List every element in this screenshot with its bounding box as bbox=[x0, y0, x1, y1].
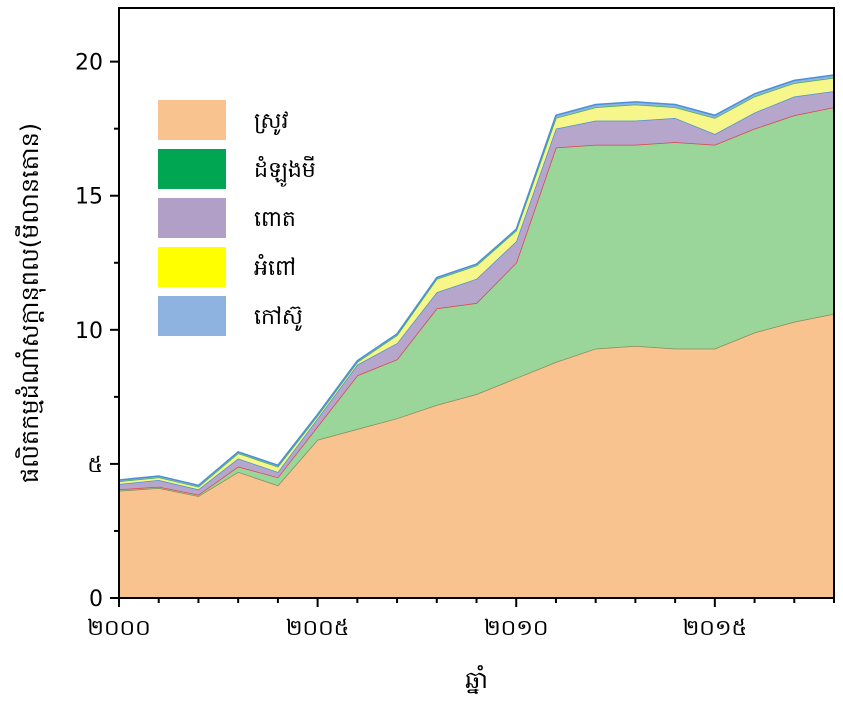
x-tick-label: ២០០៥ bbox=[286, 616, 349, 641]
y-tick-label: ៥ bbox=[87, 453, 103, 478]
legend-label: ពោត bbox=[254, 207, 296, 232]
legend-swatch bbox=[158, 247, 226, 287]
x-axis: ២០០០ ២០០៥ ២០១០ ២០១៥ bbox=[87, 598, 835, 641]
y-tick-label: 10 bbox=[75, 319, 103, 344]
y-tick-label: 0 bbox=[89, 587, 103, 612]
legend-swatch bbox=[158, 198, 226, 238]
x-tick-label: ២០០០ bbox=[87, 616, 150, 641]
legend-label: ស្រូវ bbox=[254, 109, 289, 135]
area-series-1 bbox=[119, 313, 834, 598]
legend-swatch bbox=[158, 149, 226, 189]
x-tick-label: ២០១៥ bbox=[683, 616, 747, 641]
y-tick-label: 15 bbox=[75, 185, 103, 210]
area-edge-series-4 bbox=[118, 76, 835, 488]
x-axis-title: ឆ្នាំ bbox=[465, 665, 488, 694]
legend-swatch bbox=[158, 296, 226, 336]
y-tick-label: 20 bbox=[75, 51, 103, 76]
legend-label: អំពៅ bbox=[254, 254, 296, 281]
legend-label: កៅស៊ូ bbox=[254, 305, 303, 331]
y-axis: 0 ៥ 10 15 20 bbox=[75, 51, 119, 612]
area-series-3 bbox=[119, 91, 834, 495]
legend-label: ដំឡូងមី bbox=[254, 156, 316, 187]
x-tick-label: ២០១០ bbox=[484, 616, 548, 641]
area-edge-series-5 bbox=[118, 74, 835, 487]
legend: ស្រូវដំឡូងមីពោតអំពៅកៅស៊ូ bbox=[158, 100, 316, 336]
y-axis-title: ផលិតកម្មដំណាំសក្ដានុពល(មីលានតោន) bbox=[15, 123, 46, 483]
legend-swatch bbox=[158, 100, 226, 140]
area-edge-series-1 bbox=[118, 312, 835, 497]
area-series-2 bbox=[119, 107, 834, 497]
area-layers bbox=[118, 74, 835, 598]
